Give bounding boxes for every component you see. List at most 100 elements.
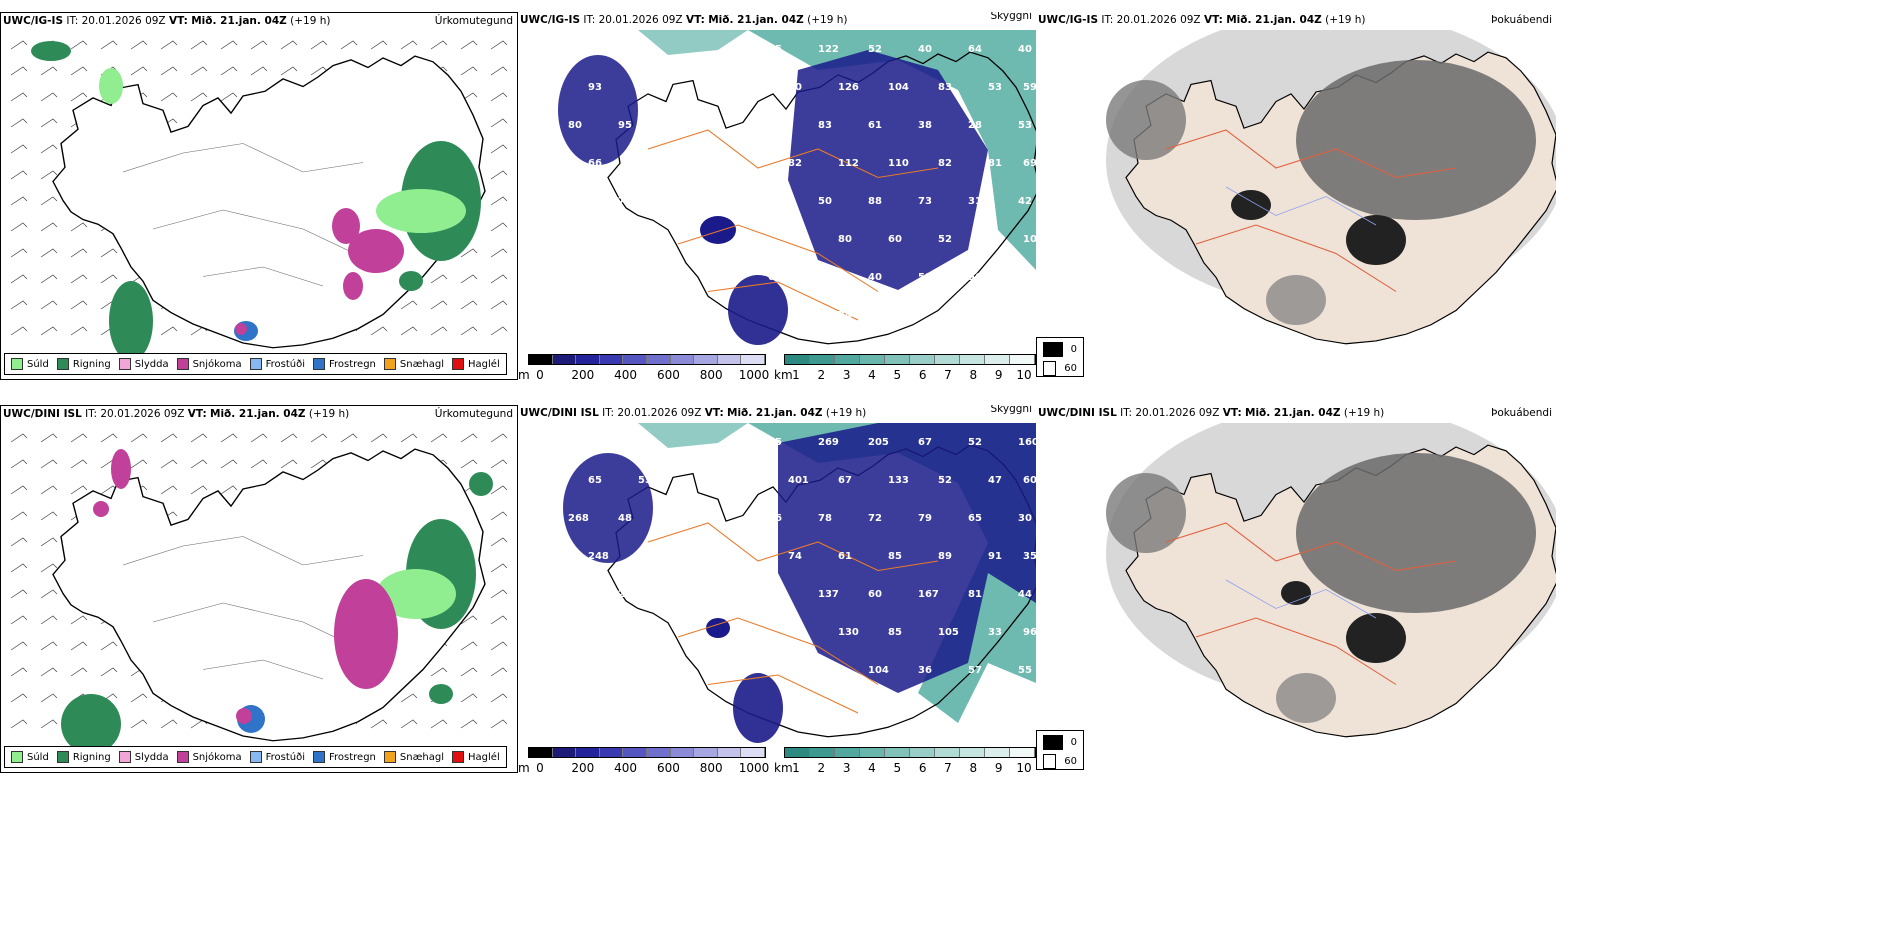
legend-swatch xyxy=(176,358,189,370)
precip-type-legend: Súld Rigning Slydda Snjókoma Frostúði Frostre… xyxy=(4,746,507,768)
visibility-value-label: 52 xyxy=(938,475,952,486)
visibility-value-label: 130 xyxy=(838,627,859,638)
colorbar-tick: 400 xyxy=(614,761,638,773)
colorbar-tick: 6 xyxy=(918,761,927,773)
visibility-value-label: 268 xyxy=(568,513,589,524)
wind-barb xyxy=(10,222,28,232)
colorbar-unit: km xyxy=(774,761,793,773)
wind-barb xyxy=(490,641,508,651)
wind-barb xyxy=(100,433,118,443)
legend-swatch xyxy=(313,358,325,370)
panel-title: Úrkomutegund xyxy=(434,15,513,27)
colorbar-segment xyxy=(935,748,960,757)
wind-barb xyxy=(400,719,418,729)
colorbar-tick: 400 xyxy=(614,368,638,380)
wind-barb xyxy=(190,485,208,495)
visibility-value-label: 55 xyxy=(588,310,602,321)
visibility-value-label: 82 xyxy=(788,158,802,169)
wind-barb xyxy=(460,40,478,50)
colorbar-segment xyxy=(670,748,695,757)
precip-legend-item: Súld xyxy=(11,358,49,370)
wind-barb xyxy=(130,719,148,729)
wind-barb xyxy=(40,667,58,677)
visibility-value-label: 64 xyxy=(968,44,982,55)
wind-barb xyxy=(130,40,148,50)
wind-barb xyxy=(70,615,88,625)
colorbar-segment xyxy=(885,355,910,364)
fog-index-panel-row2: UWC/DINI ISL IT: 20.01.2026 09Z VT: Mið.… xyxy=(1036,405,1556,773)
fog-index-map xyxy=(1036,30,1556,350)
wind-barb xyxy=(10,667,28,677)
wind-barb xyxy=(490,66,508,76)
ceiling-colorbar: m 0 200 400 600 800 1000 xyxy=(518,747,769,773)
wind-barb xyxy=(190,459,208,469)
visibility-value-label: 11 xyxy=(788,310,802,321)
colorbar-segment xyxy=(717,355,742,364)
panel-header: UWC/DINI ISL IT: 20.01.2026 09Z VT: Mið.… xyxy=(1038,407,1385,419)
wind-barb xyxy=(10,459,28,469)
visibility-value-label: 60 xyxy=(1023,475,1036,486)
wind-barb xyxy=(10,693,28,703)
wind-barb xyxy=(100,274,118,284)
precip-legend-item: Snæhagl xyxy=(383,358,444,370)
panel-title: Skyggni xyxy=(990,405,1033,415)
wind-barb xyxy=(370,433,388,443)
precip-legend-item: Slydda xyxy=(118,358,169,370)
fog-legend-item: 60 xyxy=(1043,754,1077,769)
wind-barb xyxy=(310,433,328,443)
colorbar-strip xyxy=(528,747,766,758)
wind-barb xyxy=(460,641,478,651)
precip-legend-item: Snæhagl xyxy=(383,751,444,763)
wind-barb xyxy=(490,537,508,547)
visibility-value-label: 80 xyxy=(838,234,852,245)
precip-legend-item: Frostúði xyxy=(249,751,305,763)
colorbar-segment xyxy=(741,748,765,757)
visibility-value-label: 35 xyxy=(1023,551,1036,562)
wind-barb xyxy=(490,196,508,206)
legend-swatch xyxy=(383,751,396,763)
visibility-colorbar: km 1 2 3 4 5 6 7 8 9 10 xyxy=(774,747,1036,773)
colorbar-tick: 600 xyxy=(656,761,680,773)
precip-map xyxy=(10,433,508,754)
colorbar-segment xyxy=(741,355,765,364)
wind-barb xyxy=(460,615,478,625)
wind-barb xyxy=(400,326,418,336)
legend-swatch xyxy=(176,751,189,763)
visibility-value-label: 55 xyxy=(1018,665,1032,676)
visibility-value-label: 83 xyxy=(938,82,952,93)
colorbar-segment xyxy=(670,355,695,364)
visibility-value-label: 48 xyxy=(988,234,1002,245)
fog-index-legend: 0 60 xyxy=(1036,730,1084,770)
wind-barb xyxy=(70,326,88,336)
wind-barb xyxy=(70,66,88,76)
wind-barb xyxy=(10,274,28,284)
colorbar-tick: 4 xyxy=(868,761,876,773)
wind-barb xyxy=(10,485,28,495)
visibility-panel-row1: UWC/IG-IS IT: 20.01.2026 09Z VT: Mið. 21… xyxy=(518,12,1036,380)
visibility-value-label: 205 xyxy=(868,437,889,448)
visibility-value-label: 42 xyxy=(1018,196,1032,207)
wind-barb xyxy=(400,40,418,50)
visibility-value-label: 60 xyxy=(888,234,902,245)
wind-barb xyxy=(340,40,358,50)
visibility-value-label: 89 xyxy=(938,551,952,562)
wind-barb xyxy=(220,66,238,76)
visibility-value-label: 52 xyxy=(938,234,952,245)
wind-barb xyxy=(160,459,178,469)
visibility-value-label: 62 xyxy=(568,196,582,207)
wind-barb xyxy=(70,92,88,102)
visibility-value-label: 30 xyxy=(1018,513,1032,524)
colorbar-segment xyxy=(623,355,647,364)
wind-barb xyxy=(40,589,58,599)
visibility-value-label: 401 xyxy=(788,475,809,486)
wind-barb xyxy=(10,248,28,258)
colorbar-tick: 8 xyxy=(969,761,978,773)
visibility-value-label: 95 xyxy=(768,437,782,448)
wind-barb xyxy=(490,563,508,573)
wind-barb xyxy=(400,433,418,443)
colorbar-tick: 2 xyxy=(817,761,826,773)
wind-barb xyxy=(490,222,508,232)
colorbar-segment xyxy=(835,355,860,364)
visibility-value-label: 51 xyxy=(638,82,652,93)
panel-header: UWC/IG-IS IT: 20.01.2026 09Z VT: Mið. 21… xyxy=(520,14,848,26)
